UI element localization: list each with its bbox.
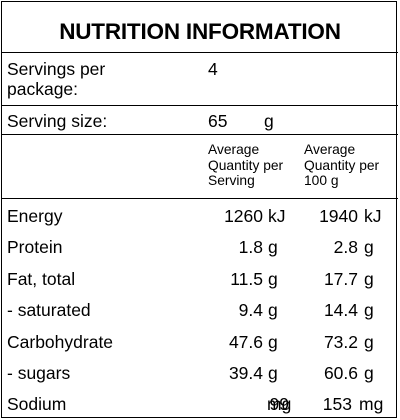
row-per100-value: 17.7 [323,269,358,289]
row-serving-value: 39.4 [228,363,263,383]
row-label: Sodium [7,394,67,414]
title-divider [2,52,398,53]
row-per100-unit: g [364,332,374,352]
row-per100-unit: g [364,300,374,320]
header-per-serving-line1: Average [208,142,260,157]
row-serving-unit: kJ [268,206,286,226]
row-per100-value: 14.4 [323,300,358,320]
header-per-serving-line2: Quantity per [208,157,284,173]
row-serving-value: 47.6 [228,332,263,352]
row-serving-unit: g [268,237,278,257]
row-label: Protein [7,237,63,257]
row-serving-unit: g [268,269,278,289]
row-per100-unit: g [364,269,374,289]
row-label: Energy [7,206,63,226]
row-serving-unit: mg [267,394,292,414]
row-serving-value: 9.4 [238,300,263,320]
row-per100-unit: g [364,363,374,383]
servings-divider [2,105,398,106]
header-divider [2,198,398,199]
serving-size-value: 65 [208,111,228,131]
servings-per-package-label-line1: Servings per [7,59,106,79]
row-per100-value: 153 [322,394,352,414]
servings-per-package-label-line2: package: [7,79,79,99]
row-per100-value: 60.6 [323,363,358,383]
header-per-100g-line3: 100 g [304,173,339,188]
serving-size-divider [2,134,398,135]
row-serving-unit: g [268,300,278,320]
row-per100-value: 2.8 [333,237,358,257]
row-per100-unit: g [364,237,374,257]
row-per100-value: 1940 [319,206,358,226]
header-per-serving: Average Quantity per Serving [208,142,283,189]
row-label: Fat, total [7,269,76,289]
panel-title: NUTRITION INFORMATION [59,19,341,44]
row-label: Carbohydrate [7,332,114,352]
header-per-100g-line2: Quantity per [304,157,380,173]
row-per100-unit: kJ [364,206,382,226]
serving-size-label: Serving size: [7,111,108,131]
row-per100-value: 73.2 [323,332,358,352]
row-per100-unit: mg [359,394,384,414]
header-per-serving-line3: Serving [208,173,255,188]
row-serving-value: 99 [269,394,289,414]
row-serving-value: 1.8 [238,237,263,257]
row-serving-unit: g [268,332,278,352]
row-serving-unit: g [268,363,278,383]
servings-per-package-value: 4 [208,59,218,79]
serving-size-unit: g [264,111,274,131]
header-per-100g-line1: Average [304,142,356,157]
row-serving-value: 1260 [224,206,263,226]
row-label: - sugars [7,363,71,383]
row-serving-value: 11.5 [230,269,263,289]
row-label: - saturated [7,300,91,320]
header-per-100g: Average Quantity per 100 g [304,142,379,189]
